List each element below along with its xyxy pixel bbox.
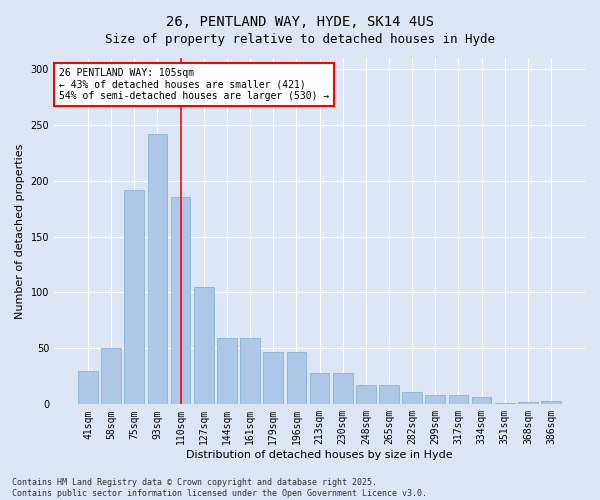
Bar bbox=[124, 190, 144, 404]
Bar bbox=[148, 134, 167, 404]
Bar bbox=[78, 371, 98, 404]
Bar bbox=[356, 386, 376, 404]
Bar bbox=[518, 402, 538, 404]
Text: 26, PENTLAND WAY, HYDE, SK14 4US: 26, PENTLAND WAY, HYDE, SK14 4US bbox=[166, 15, 434, 29]
Bar bbox=[495, 403, 515, 404]
Bar bbox=[472, 396, 491, 404]
Bar bbox=[263, 352, 283, 405]
Y-axis label: Number of detached properties: Number of detached properties bbox=[15, 143, 25, 318]
Bar bbox=[287, 352, 306, 405]
Text: Size of property relative to detached houses in Hyde: Size of property relative to detached ho… bbox=[105, 32, 495, 46]
Bar bbox=[425, 396, 445, 404]
Text: 26 PENTLAND WAY: 105sqm
← 43% of detached houses are smaller (421)
54% of semi-d: 26 PENTLAND WAY: 105sqm ← 43% of detache… bbox=[59, 68, 329, 101]
Bar bbox=[402, 392, 422, 404]
Bar bbox=[449, 396, 468, 404]
Bar bbox=[333, 373, 353, 404]
Text: Contains HM Land Registry data © Crown copyright and database right 2025.
Contai: Contains HM Land Registry data © Crown c… bbox=[12, 478, 427, 498]
Bar bbox=[217, 338, 237, 404]
X-axis label: Distribution of detached houses by size in Hyde: Distribution of detached houses by size … bbox=[186, 450, 453, 460]
Bar bbox=[101, 348, 121, 405]
Bar bbox=[194, 287, 214, 405]
Bar bbox=[379, 386, 399, 404]
Bar bbox=[541, 401, 561, 404]
Bar bbox=[240, 338, 260, 404]
Bar bbox=[310, 373, 329, 404]
Bar bbox=[171, 198, 190, 404]
